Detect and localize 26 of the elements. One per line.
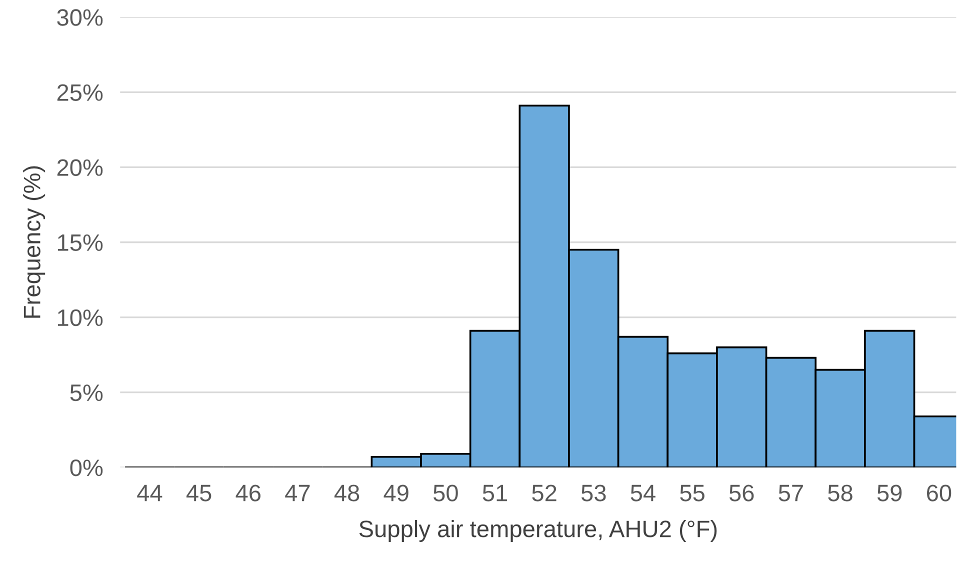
x-tick-label: 46: [236, 484, 260, 502]
y-tick-label: 5%: [70, 384, 103, 402]
x-tick-label: 58: [828, 484, 852, 502]
x-tick-label: 49: [384, 484, 408, 502]
y-tick-label: 20%: [57, 159, 103, 176]
x-tick-label: 56: [729, 484, 754, 502]
x-tick-label: 60: [927, 484, 952, 502]
x-tick-label: 52: [532, 484, 556, 502]
x-tick-label: 59: [877, 484, 902, 502]
x-tick-label: 55: [680, 484, 704, 502]
y-tick-label: 25%: [57, 84, 103, 101]
y-tick-label: 10%: [58, 309, 103, 326]
x-tick-label: 44: [137, 484, 162, 502]
y-tick-label: 0%: [70, 459, 103, 476]
y-tick-label: 15%: [58, 234, 103, 252]
y-tick-label: 30%: [57, 9, 103, 26]
x-tick-label: 45: [186, 484, 212, 502]
y-axis-title: Frequency (%): [23, 166, 46, 318]
x-axis-title: Supply air temperature, AHU2 (°F): [359, 520, 717, 542]
x-tick-label: 54: [630, 484, 656, 502]
x-tick-label: 48: [334, 484, 360, 502]
x-tick-label: 57: [778, 484, 803, 502]
x-tick-label: 53: [581, 484, 606, 502]
x-tick-label: 51: [482, 484, 507, 502]
x-tick-label: 50: [433, 484, 458, 502]
x-tick-label: 47: [285, 484, 310, 502]
